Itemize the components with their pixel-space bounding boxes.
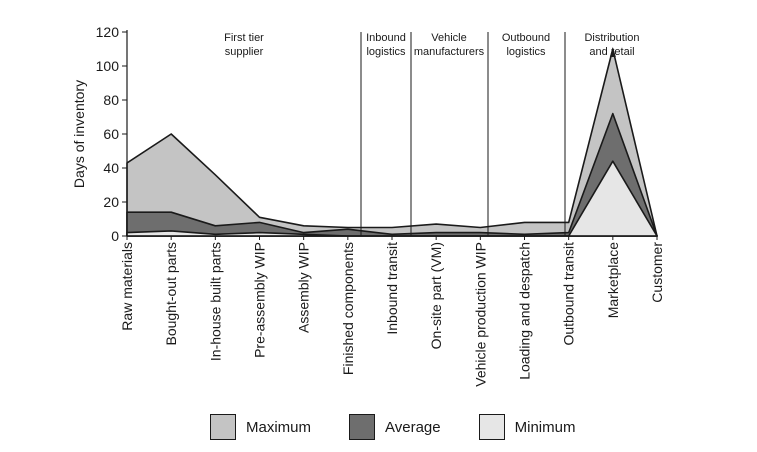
legend-item-maximum: Maximum	[210, 414, 311, 440]
x-category-label: Customer	[649, 242, 665, 303]
chart-areas	[126, 48, 658, 237]
y-axis-title: Days of inventory	[71, 80, 87, 188]
region-label: Inbound	[366, 32, 406, 44]
x-category-label: Vehicle production WIP	[472, 242, 488, 387]
legend: Maximum Average Minimum	[210, 414, 613, 440]
x-category-label: Outbound transit	[561, 242, 577, 346]
region-label: manufacturers	[414, 46, 485, 58]
region-dividers	[360, 32, 566, 236]
region-label: and retail	[589, 46, 634, 58]
y-tick-label: 20	[103, 194, 119, 210]
x-category-label: Marketplace	[605, 242, 621, 318]
region-label: Distribution	[584, 32, 639, 44]
legend-item-average: Average	[349, 414, 441, 440]
x-category-label: Finished components	[340, 242, 356, 375]
region-label: supplier	[225, 46, 264, 58]
region-label: Outbound	[502, 32, 550, 44]
region-label: Vehicle	[431, 32, 466, 44]
legend-swatch-maximum	[210, 414, 236, 440]
region-label: logistics	[366, 46, 406, 58]
y-tick-label: 0	[111, 228, 119, 244]
x-category-labels: Raw materials Bought-out parts In-house bu…	[119, 236, 665, 387]
legend-swatch-minimum	[478, 414, 505, 440]
region-label: logistics	[506, 46, 546, 58]
y-tick-label: 100	[96, 58, 120, 74]
x-category-label: Bought-out parts	[163, 242, 179, 346]
x-category-label: Inbound transit	[384, 242, 400, 335]
legend-label-average: Average	[385, 418, 441, 436]
x-category-label: On-site part (VM)	[428, 242, 444, 349]
x-category-label: Pre-assembly WIP	[252, 242, 268, 358]
legend-swatch-average	[349, 414, 376, 440]
y-tick-label: 120	[96, 24, 120, 40]
region-labels: First tier supplier Inbound logistics Vehicl…	[224, 32, 639, 58]
x-category-label: Raw materials	[119, 242, 135, 331]
legend-item-minimum: Minimum	[478, 414, 576, 440]
y-ticks: 0 20 40 60 80 100 120	[96, 24, 127, 244]
y-tick-label: 60	[103, 126, 119, 142]
x-category-label: In-house built parts	[207, 242, 223, 361]
legend-label-maximum: Maximum	[246, 418, 312, 436]
legend-label-minimum: Minimum	[514, 418, 576, 436]
region-label: First tier	[224, 32, 264, 44]
x-category-label: Loading and despatch	[517, 242, 533, 380]
y-tick-label: 40	[103, 160, 119, 176]
y-tick-label: 80	[103, 92, 119, 108]
peak-arrow-icon	[609, 47, 616, 57]
x-category-label: Assembly WIP	[296, 242, 312, 333]
